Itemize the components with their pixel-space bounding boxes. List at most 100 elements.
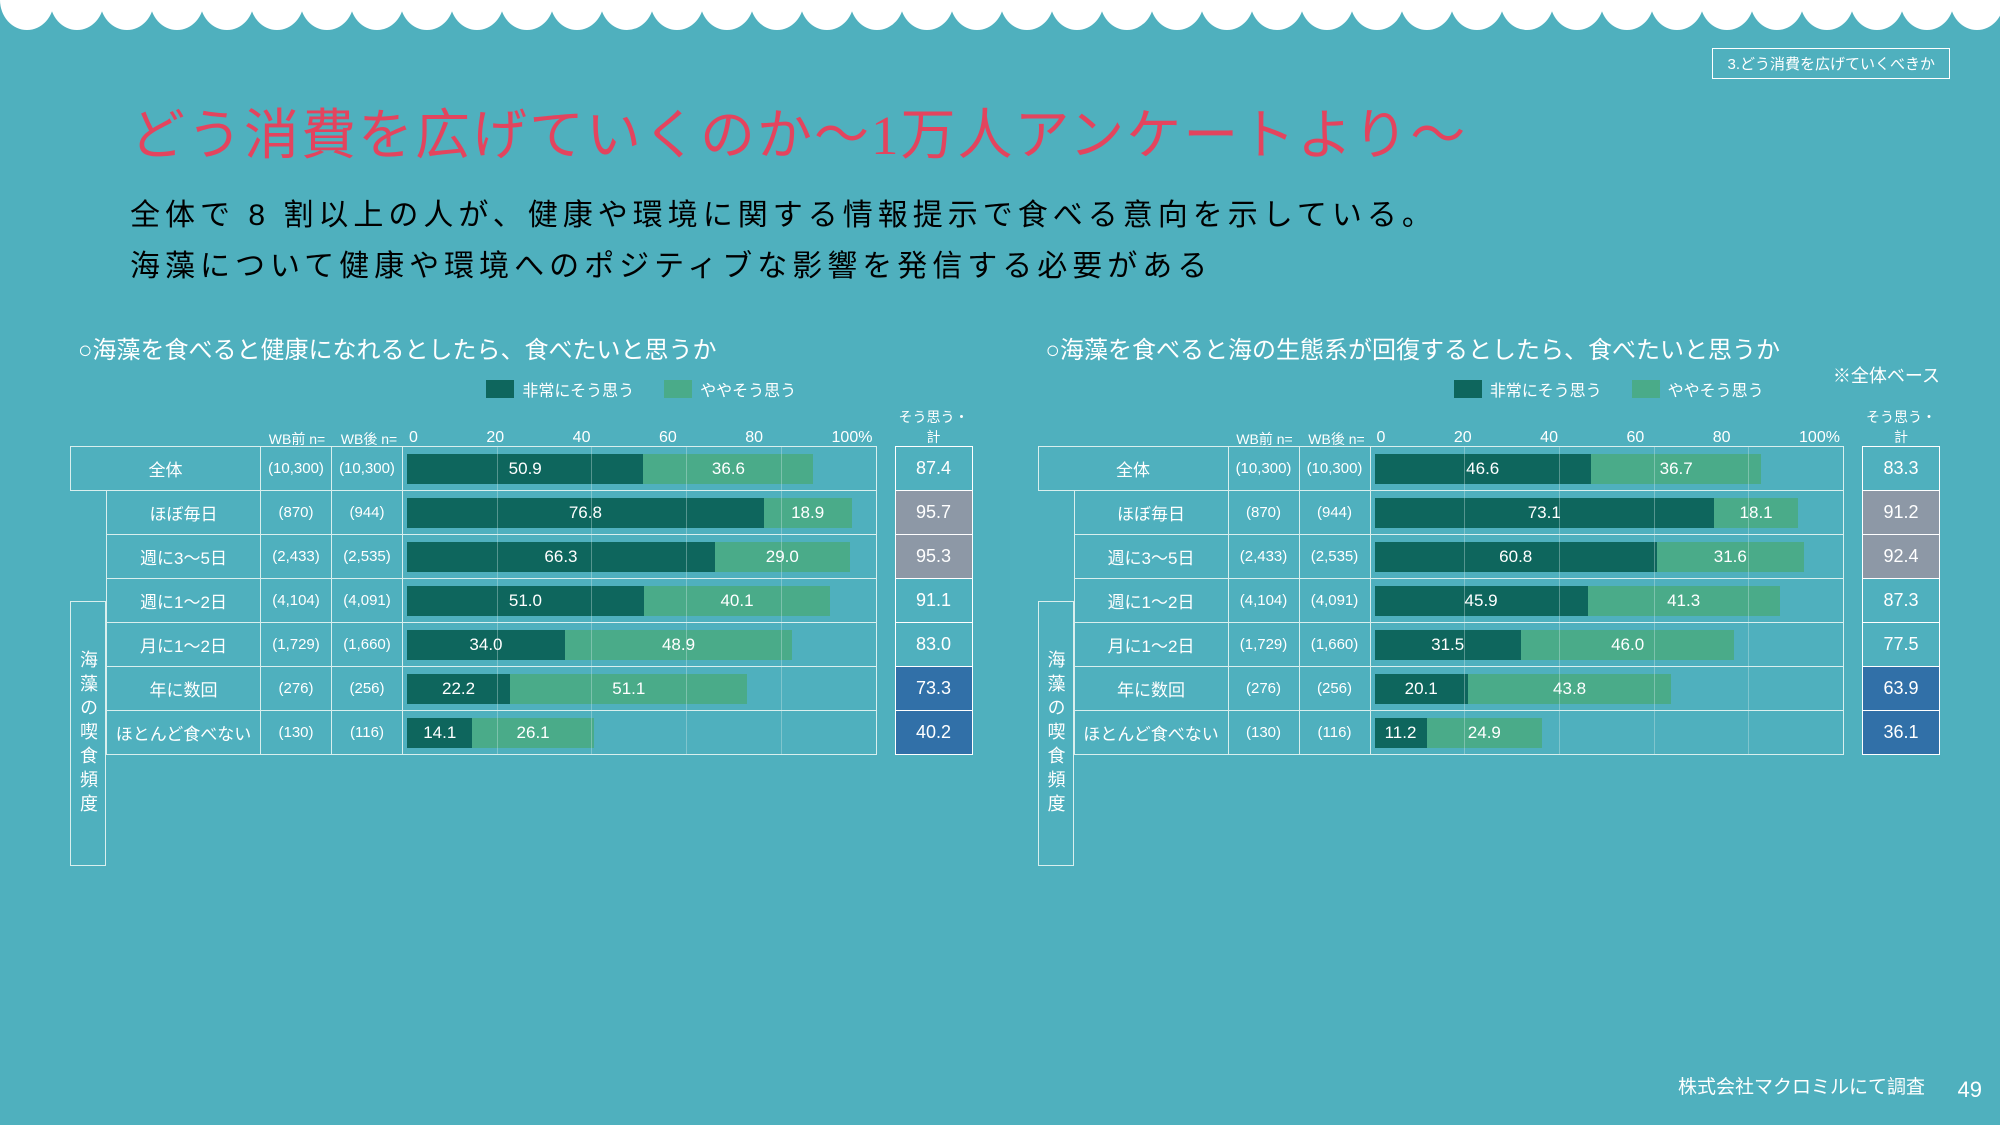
n-before: (1,729) <box>1228 622 1300 667</box>
n-before: (870) <box>260 490 332 535</box>
table-row: 週に3～5日(2,433)(2,535) 66.3 29.0 95.3 <box>106 535 973 579</box>
bar-segment-strong: 31.5 <box>1375 630 1521 660</box>
row-label: 週に1～2日 <box>1074 578 1229 623</box>
chart-ecosystem: ○海藻を食べると海の生態系が回復するとしたら、食べたいと思うか※全体ベース 非常… <box>1038 330 1941 866</box>
legend-item-strong: 非常にそう思う <box>486 377 634 401</box>
x-axis-ticks: 020406080100% <box>1373 429 1845 447</box>
table-row: 全体(10,300)(10,300) 50.9 36.6 87.4 <box>70 447 973 491</box>
row-total: 91.1 <box>895 578 973 623</box>
row-total: 91.2 <box>1862 490 1940 535</box>
row-total: 95.7 <box>895 490 973 535</box>
bar-area: 76.8 18.9 <box>402 490 877 535</box>
chart-health: ○海藻を食べると健康になれるとしたら、食べたいと思うか 非常にそう思う ややそう… <box>70 330 973 866</box>
bar-segment-strong: 22.2 <box>407 674 510 704</box>
table-row: 週に1～2日(4,104)(4,091) 51.0 40.1 91.1 <box>106 579 973 623</box>
bar-segment-some: 26.1 <box>472 718 593 748</box>
bar-segment-some: 41.3 <box>1588 586 1780 616</box>
legend-item-some: ややそう思う <box>664 377 796 401</box>
row-label-total: 全体 <box>70 446 261 491</box>
table-row: ほとんど食べない(130)(116) 11.2 24.9 36.1 <box>1074 711 1941 755</box>
table-row: 週に3～5日(2,433)(2,535) 60.8 31.6 92.4 <box>1074 535 1941 579</box>
bar-segment-some: 36.7 <box>1591 454 1761 484</box>
y-axis-label: 海藻の喫食頻度 <box>70 601 106 866</box>
n-after: (1,660) <box>1299 622 1371 667</box>
chart-legend: 非常にそう思う ややそう思う <box>70 377 973 401</box>
n-before: (870) <box>1228 490 1300 535</box>
row-total: 40.2 <box>895 710 973 755</box>
n-before: (10,300) <box>260 446 332 491</box>
bar-segment-strong: 51.0 <box>407 586 644 616</box>
row-label: 月に1～2日 <box>1074 622 1229 667</box>
n-after: (116) <box>1299 710 1371 755</box>
row-total: 83.0 <box>895 622 973 667</box>
row-total: 73.3 <box>895 666 973 711</box>
chart-note: ※全体ベース <box>1833 362 1940 388</box>
bar-area: 66.3 29.0 <box>402 534 877 579</box>
chart-axis-header: WB前 n= WB後 n= 020406080100% そう思う・計 <box>1038 409 1941 447</box>
subtitle-line: 全体で 8 割以上の人が、健康や環境に関する情報提示で食べる意向を示している。 <box>130 190 1437 241</box>
n-after: (4,091) <box>331 578 403 623</box>
bar-segment-some: 18.1 <box>1714 498 1798 528</box>
bar-segment-strong: 20.1 <box>1375 674 1468 704</box>
row-label-total: 全体 <box>1038 446 1229 491</box>
header-wb-after: WB後 n= <box>1301 432 1373 447</box>
bar-area: 34.0 48.9 <box>402 622 877 667</box>
table-row: 月に1～2日(1,729)(1,660) 34.0 48.9 83.0 <box>106 623 973 667</box>
n-after: (256) <box>1299 666 1371 711</box>
bar-segment-strong: 66.3 <box>407 542 715 572</box>
n-before: (130) <box>260 710 332 755</box>
bar-segment-some: 43.8 <box>1468 674 1671 704</box>
header-wb-before: WB前 n= <box>261 432 333 447</box>
bar-segment-strong: 76.8 <box>407 498 764 528</box>
bar-segment-strong: 46.6 <box>1375 454 1591 484</box>
chart-title: ○海藻を食べると海の生態系が回復するとしたら、食べたいと思うか <box>1038 330 1941 365</box>
footer-note: 株式会社マクロミルにて調査 <box>1678 1072 1925 1099</box>
row-label: 週に3～5日 <box>106 534 261 579</box>
table-row: ほぼ毎日(870)(944) 76.8 18.9 95.7 <box>106 491 973 535</box>
row-label: 年に数回 <box>106 666 261 711</box>
n-after: (10,300) <box>331 446 403 491</box>
row-label: ほとんど食べない <box>1074 710 1229 755</box>
bar-segment-some: 29.0 <box>715 542 850 572</box>
bar-segment-strong: 60.8 <box>1375 542 1657 572</box>
x-axis-ticks: 020406080100% <box>405 429 877 447</box>
row-label: 年に数回 <box>1074 666 1229 711</box>
bar-segment-some: 36.6 <box>643 454 813 484</box>
bar-area: 11.2 24.9 <box>1370 710 1845 755</box>
bar-segment-strong: 73.1 <box>1375 498 1715 528</box>
subtitle-line: 海藻について健康や環境へのポジティブな影響を発信する必要がある <box>130 241 1437 292</box>
bar-segment-some: 31.6 <box>1657 542 1804 572</box>
bar-segment-strong: 34.0 <box>407 630 565 660</box>
n-after: (2,535) <box>1299 534 1371 579</box>
row-label: 週に1～2日 <box>106 578 261 623</box>
chart-legend: 非常にそう思う ややそう思う <box>1038 377 1941 401</box>
row-label: ほぼ毎日 <box>106 490 261 535</box>
n-after: (1,660) <box>331 622 403 667</box>
page-number: 49 <box>1958 1077 1982 1103</box>
header-total: そう思う・計 <box>1862 407 1940 447</box>
n-after: (10,300) <box>1299 446 1371 491</box>
table-row: 年に数回(276)(256) 22.2 51.1 73.3 <box>106 667 973 711</box>
bar-area: 51.0 40.1 <box>402 578 877 623</box>
chart-title: ○海藻を食べると健康になれるとしたら、食べたいと思うか <box>70 330 973 365</box>
bar-area: 31.5 46.0 <box>1370 622 1845 667</box>
bar-segment-some: 46.0 <box>1521 630 1735 660</box>
n-after: (256) <box>331 666 403 711</box>
n-before: (1,729) <box>260 622 332 667</box>
header-wb-before: WB前 n= <box>1229 432 1301 447</box>
n-after: (2,535) <box>331 534 403 579</box>
charts-container: ○海藻を食べると健康になれるとしたら、食べたいと思うか 非常にそう思う ややそう… <box>70 330 1940 866</box>
bar-area: 46.6 36.7 <box>1370 446 1845 491</box>
n-before: (2,433) <box>1228 534 1300 579</box>
n-before: (130) <box>1228 710 1300 755</box>
row-total: 87.4 <box>895 446 973 491</box>
page-subtitle: 全体で 8 割以上の人が、健康や環境に関する情報提示で食べる意向を示している。 … <box>130 190 1437 292</box>
n-before: (4,104) <box>260 578 332 623</box>
bar-segment-some: 51.1 <box>510 674 747 704</box>
y-axis-label: 海藻の喫食頻度 <box>1038 601 1074 866</box>
n-before: (2,433) <box>260 534 332 579</box>
bar-segment-some: 18.9 <box>764 498 852 528</box>
bar-segment-some: 48.9 <box>565 630 792 660</box>
header-wb-after: WB後 n= <box>333 432 405 447</box>
n-after: (116) <box>331 710 403 755</box>
